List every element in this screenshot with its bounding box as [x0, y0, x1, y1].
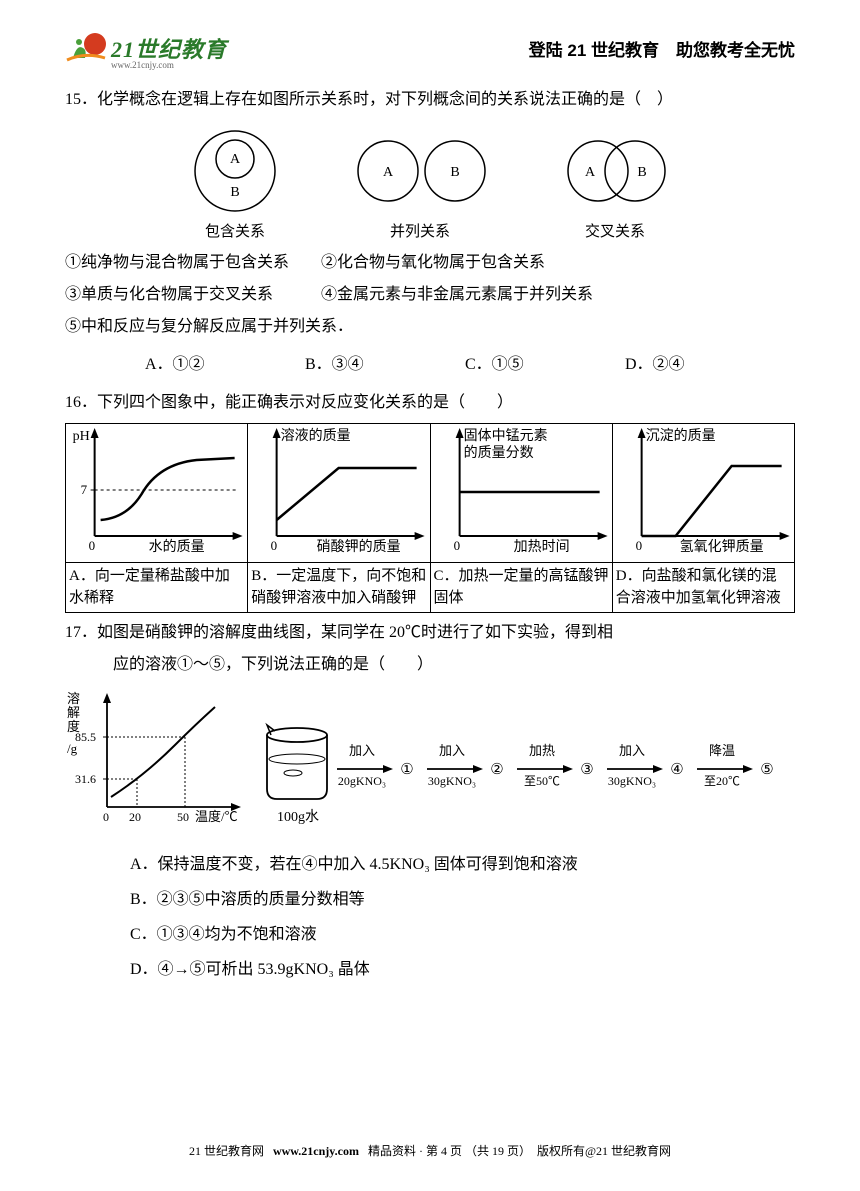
question-stem: 下列四个图象中，能正确表示对反应变化关系的是（ ）: [97, 394, 513, 411]
svg-text:沉淀的质量: 沉淀的质量: [645, 428, 715, 444]
page-footer: 21 世纪教育网 www.21cnjy.com 精品资料 · 第 4 页 （共 …: [0, 1142, 860, 1159]
svg-text:A: A: [383, 165, 394, 180]
option-b: B．③④: [305, 349, 415, 381]
question-stem: 如图是硝酸钾的溶解度曲线图，某同学在 20℃时进行了如下实验，得到相: [97, 624, 613, 641]
chart-c-cell: 固体中锰元素 的质量分数 0 加热时间: [430, 424, 612, 563]
chart-d-cell: 沉淀的质量 0 氢氧化钾质量: [612, 424, 794, 563]
svg-text:的质量分数: 的质量分数: [463, 445, 533, 461]
q16-chart-table: pH 7 0 水的质量 溶液的质量 0: [65, 423, 795, 613]
question-number: 17．: [65, 624, 97, 641]
chart-a-cell: pH 7 0 水的质量: [66, 424, 248, 563]
page-header: 21世纪教育 www.21cnjy.com 登陆 21 世纪教育 助您教考全无忧: [65, 30, 795, 66]
slogan-part: 登陆: [529, 41, 563, 60]
venn-nested: A B 包含关系: [180, 126, 290, 241]
q17-options: A．保持温度不变，若在④中加入 4.5KNO₃ 固体可得到饱和溶液 B．②③⑤中…: [130, 847, 795, 988]
logo-url: www.21cnjy.com: [111, 60, 174, 70]
svg-text:氢氧化钾质量: 氢氧化钾质量: [679, 539, 763, 554]
svg-text:50: 50: [177, 810, 189, 824]
question-16: 16．下列四个图象中，能正确表示对反应变化关系的是（ ）: [65, 387, 795, 419]
svg-text:20gKNO₃: 20gKNO₃: [338, 774, 386, 788]
svg-text:B: B: [230, 185, 239, 200]
svg-text:7: 7: [81, 482, 88, 497]
svg-text:20: 20: [129, 810, 141, 824]
q17-diagram: 溶 解 度 /g 85.5 31.6 0 20 50 温度/℃ 100g水 加入…: [65, 689, 795, 839]
svg-text:溶液的质量: 溶液的质量: [281, 428, 351, 444]
question-number: 16．: [65, 394, 97, 411]
svg-text:④: ④: [670, 762, 683, 778]
svg-text:pH: pH: [73, 429, 90, 444]
svg-text:A: A: [585, 165, 596, 180]
question-number: 15．: [65, 91, 97, 108]
option-a: A．保持温度不变，若在④中加入 4.5KNO₃ 固体可得到饱和溶液: [130, 847, 795, 882]
svg-text:加入: 加入: [439, 743, 465, 758]
svg-text:②: ②: [490, 762, 503, 778]
svg-text:溶: 溶: [67, 691, 80, 706]
header-slogan: 登陆 21 世纪教育 助您教考全无忧: [529, 36, 795, 61]
svg-text:解: 解: [67, 705, 80, 720]
chart-caption: C．加热一定量的高锰酸钾固体: [430, 562, 612, 612]
svg-text:降温: 降温: [709, 743, 735, 758]
q15-options: A．①② B．③④ C．①⑤ D．②④: [145, 349, 795, 381]
venn-separate: A B 并列关系: [350, 126, 490, 241]
footer-url: www.21cnjy.com: [273, 1144, 359, 1158]
svg-text:温度/℃: 温度/℃: [195, 809, 238, 824]
svg-text:0: 0: [635, 538, 642, 553]
statement-line: ①纯净物与混合物属于包含关系 ②化合物与氧化物属于包含关系: [65, 247, 795, 279]
venn-label: 包含关系: [205, 220, 265, 241]
option-d: D．④→⑤可析出 53.9gKNO₃ 晶体: [130, 952, 795, 987]
footer-page-info: 精品资料 · 第 4 页 （共 19 页） 版权所有@21 世纪教育网: [368, 1144, 671, 1158]
svg-text:0: 0: [271, 538, 278, 553]
slogan-part: 助您教考全无忧: [659, 41, 795, 60]
svg-text:⑤: ⑤: [760, 762, 773, 778]
svg-text:100g水: 100g水: [277, 809, 319, 825]
slogan-part: 世纪教育: [591, 41, 659, 60]
svg-text:0: 0: [89, 538, 96, 553]
question-stem-cont: 应的溶液①～⑤，下列说法正确的是（ ）: [113, 649, 795, 681]
svg-text:0: 0: [453, 538, 460, 553]
question-15: 15．化学概念在逻辑上存在如图所示关系时，对下列概念间的关系说法正确的是（ ）: [65, 84, 795, 116]
svg-text:B: B: [637, 165, 646, 180]
venn-overlap: A B 交叉关系: [550, 126, 680, 241]
venn-diagrams: A B 包含关系 A B 并列关系 A B 交叉关系: [65, 126, 795, 241]
site-logo: 21世纪教育 www.21cnjy.com: [65, 30, 227, 66]
chart-caption: D．向盐酸和氯化镁的混合溶液中加氢氧化钾溶液: [612, 562, 794, 612]
question-17: 17．如图是硝酸钾的溶解度曲线图，某同学在 20℃时进行了如下实验，得到相 应的…: [65, 617, 795, 681]
question-stem: 化学概念在逻辑上存在如图所示关系时，对下列概念间的关系说法正确的是（ ）: [97, 91, 673, 108]
svg-text:85.5: 85.5: [75, 730, 96, 744]
venn-label: 交叉关系: [585, 220, 645, 241]
q15-statements: ①纯净物与混合物属于包含关系 ②化合物与氧化物属于包含关系 ③单质与化合物属于交…: [65, 247, 795, 343]
svg-text:加热时间: 加热时间: [513, 539, 569, 554]
svg-text:至50℃: 至50℃: [524, 774, 560, 788]
svg-text:①: ①: [400, 762, 413, 778]
statement-line: ③单质与化合物属于交叉关系 ④金属元素与非金属元素属于并列关系: [65, 279, 795, 311]
svg-text:加热: 加热: [529, 743, 555, 758]
logo-icon: [65, 30, 107, 66]
chart-b-cell: 溶液的质量 0 硝酸钾的质量: [248, 424, 430, 563]
svg-text:至20℃: 至20℃: [704, 774, 740, 788]
svg-text:加入: 加入: [349, 743, 375, 758]
option-d: D．②④: [625, 349, 735, 381]
svg-text:加入: 加入: [619, 743, 645, 758]
option-c: C．①③④均为不饱和溶液: [130, 917, 795, 952]
svg-text:30gKNO₃: 30gKNO₃: [428, 774, 476, 788]
svg-text:30gKNO₃: 30gKNO₃: [608, 774, 656, 788]
svg-text:③: ③: [580, 762, 593, 778]
slogan-num: 21: [563, 41, 591, 60]
svg-text:A: A: [230, 152, 241, 167]
svg-text:0: 0: [103, 810, 109, 824]
chart-caption: A．向一定量稀盐酸中加水稀释: [66, 562, 248, 612]
svg-text:31.6: 31.6: [75, 772, 96, 786]
option-c: C．①⑤: [465, 349, 575, 381]
venn-label: 并列关系: [390, 220, 450, 241]
svg-text:固体中锰元素: 固体中锰元素: [463, 428, 547, 444]
option-b: B．②③⑤中溶质的质量分数相等: [130, 882, 795, 917]
option-a: A．①②: [145, 349, 255, 381]
svg-text:硝酸钾的质量: 硝酸钾的质量: [317, 539, 401, 554]
svg-text:B: B: [450, 165, 459, 180]
footer-brand: 21 世纪教育网: [189, 1144, 264, 1158]
statement-line: ⑤中和反应与复分解反应属于并列关系．: [65, 311, 795, 343]
svg-text:水的质量: 水的质量: [149, 539, 205, 554]
chart-caption: B．一定温度下，向不饱和硝酸钾溶液中加入硝酸钾: [248, 562, 430, 612]
